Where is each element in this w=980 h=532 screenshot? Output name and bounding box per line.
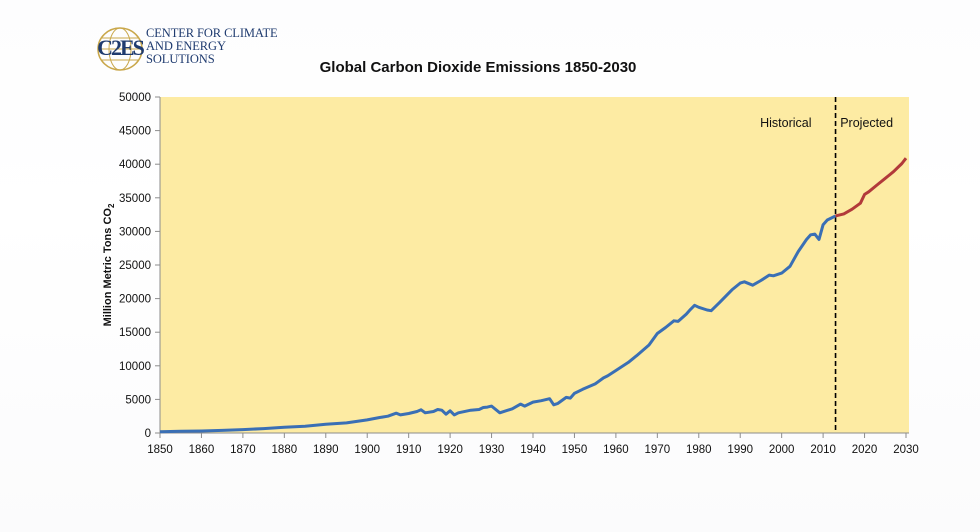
x-tick-label: 2000	[769, 444, 795, 456]
historical-series-line	[159, 214, 837, 434]
x-tick-label: 1900	[354, 444, 380, 456]
c2es-logo: C2ES CENTER FOR CLIMATE AND ENERGY SOLUT…	[95, 25, 295, 73]
x-tick-label: 2020	[852, 444, 878, 456]
x-tick-label: 2030	[893, 444, 919, 456]
x-tick-label: 1910	[396, 444, 422, 456]
x-tick-label: 1930	[479, 444, 505, 456]
y-tick-label: 15000	[119, 327, 151, 339]
logo-mark-text: C2ES	[97, 35, 145, 60]
logo-text: CENTER FOR CLIMATE AND ENERGY SOLUTIONS	[146, 27, 295, 66]
y-tick-label: 10000	[119, 361, 151, 373]
logo-line-2: AND ENERGY SOLUTIONS	[146, 39, 226, 66]
x-tick-label: 1850	[147, 444, 173, 456]
y-tick-label: 45000	[119, 126, 151, 138]
x-tick-label: 1990	[727, 444, 753, 456]
y-tick-label: 25000	[119, 260, 151, 272]
annotation-projected: Projected	[840, 116, 893, 130]
y-tick-label: 35000	[119, 193, 151, 205]
x-tick-label: 1950	[562, 444, 588, 456]
y-axis: 0 5000 10000 15000 20000 25000 30000 35000 40000…	[119, 92, 161, 440]
y-tick-label: 40000	[119, 159, 151, 171]
x-tick-label: 1920	[437, 444, 463, 456]
x-tick-label: 2010	[810, 444, 836, 456]
logo-line-1: CENTER FOR CLIMATE	[146, 26, 278, 40]
y-tick-label: 30000	[119, 226, 151, 238]
x-tick-label: 1890	[313, 444, 339, 456]
x-axis: 1850 1860 1870 1880 1890 1900 1910 1920 1930 1940…	[147, 432, 919, 456]
x-tick-label: 1980	[686, 444, 712, 456]
globe-logo-icon: C2ES	[95, 25, 145, 73]
plot-area	[160, 97, 909, 433]
chart-title: Global Carbon Dioxide Emissions 1850-203…	[320, 59, 637, 76]
annotation-historical: Historical	[760, 116, 811, 130]
x-tick-label: 1940	[520, 444, 546, 456]
x-tick-label: 1960	[603, 444, 629, 456]
y-tick-label: 50000	[119, 92, 151, 104]
y-tick-label: 20000	[119, 294, 151, 306]
x-tick-label: 1870	[230, 444, 256, 456]
x-tick-label: 1860	[189, 444, 215, 456]
x-tick-label: 1880	[272, 444, 298, 456]
y-axis-label-subscript: 2	[107, 203, 116, 208]
projected-series-line	[835, 157, 908, 218]
annotations: Historical Projected	[760, 116, 893, 130]
y-tick-label: 0	[145, 428, 151, 440]
y-axis-label: Million Metric Tons CO2	[102, 203, 116, 326]
x-tick-label: 1970	[645, 444, 671, 456]
y-tick-label: 5000	[125, 394, 151, 406]
y-axis-label-main: Million Metric Tons CO	[102, 208, 114, 327]
